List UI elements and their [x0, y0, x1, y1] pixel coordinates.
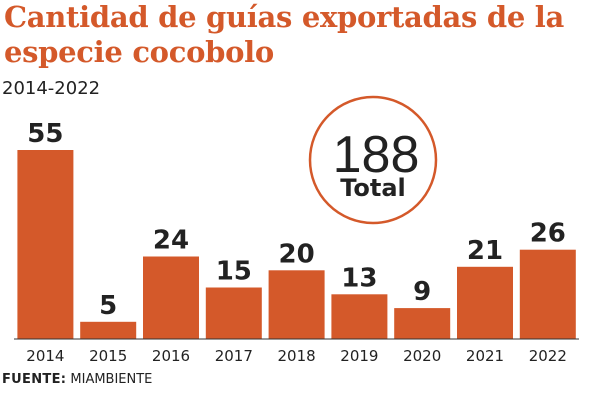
- data-label-2022: 26: [530, 219, 566, 249]
- x-tick-2014: 2014: [26, 347, 64, 365]
- x-tick-2022: 2022: [529, 347, 567, 365]
- source-note: FUENTE: MIAMBIENTE: [2, 372, 152, 387]
- bar-chart: 55 2014 5 2015 24 2016 15 2017 20 2018 13 2019 9 2020…: [14, 95, 579, 365]
- total-label: Total: [340, 174, 406, 202]
- data-label-2021: 21: [467, 236, 503, 266]
- chart-subtitle: 2014-2022: [2, 78, 101, 99]
- bar-2017: [205, 287, 262, 339]
- bar-2021: [457, 266, 513, 339]
- bars-group: 55 2014 5 2015 24 2016 15 2017 20 2018 13 2019 9 2020…: [17, 119, 576, 365]
- data-label-2014: 55: [27, 119, 63, 149]
- total-circle: [308, 95, 438, 225]
- bar-2022: [519, 249, 576, 339]
- x-tick-2019: 2019: [340, 347, 378, 365]
- chart-title: Cantidad de guías exportadas de la espec…: [4, 0, 564, 69]
- data-label-2020: 9: [413, 277, 431, 307]
- x-tick-2018: 2018: [278, 347, 316, 365]
- bar-2018: [268, 270, 325, 339]
- data-label-2019: 13: [341, 263, 377, 293]
- source-label: FUENTE:: [2, 372, 67, 387]
- data-label-2017: 15: [216, 257, 252, 287]
- total-value: 188: [333, 126, 420, 184]
- x-tick-2016: 2016: [152, 347, 190, 365]
- bar-2015: [80, 321, 137, 339]
- data-label-2016: 24: [153, 226, 189, 256]
- data-label-2015: 5: [99, 291, 117, 321]
- x-tick-2017: 2017: [215, 347, 253, 365]
- x-tick-2015: 2015: [89, 347, 127, 365]
- bar-2014: [17, 150, 74, 339]
- source-text: MIAMBIENTE: [70, 372, 153, 387]
- bar-2020: [394, 308, 451, 339]
- bar-2016: [143, 256, 199, 339]
- x-tick-2021: 2021: [466, 347, 504, 365]
- data-label-2018: 20: [279, 239, 315, 269]
- x-tick-2020: 2020: [403, 347, 441, 365]
- bar-2019: [331, 294, 388, 339]
